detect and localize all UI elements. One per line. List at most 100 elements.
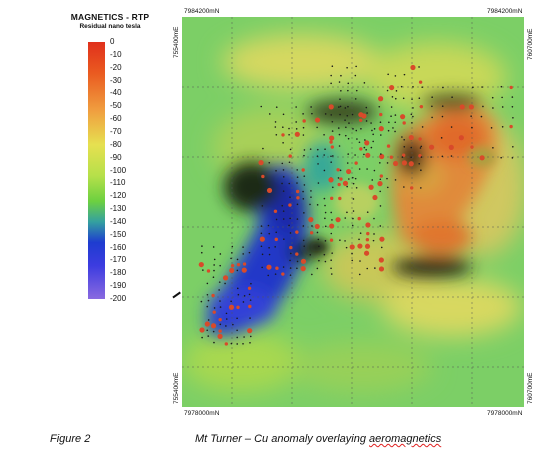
sample-point xyxy=(442,86,444,89)
sample-point xyxy=(225,325,227,327)
sample-point xyxy=(394,179,397,181)
sample-point xyxy=(354,98,357,100)
sample-point xyxy=(420,156,423,158)
sample-point xyxy=(328,177,334,183)
sample-point xyxy=(394,114,397,116)
sample-point xyxy=(228,304,235,310)
sample-point xyxy=(340,89,342,92)
sample-point xyxy=(421,86,424,88)
sample-point xyxy=(323,197,326,200)
sample-point xyxy=(274,246,276,248)
sample-point xyxy=(345,126,347,129)
sample-point xyxy=(351,224,354,227)
sample-point xyxy=(429,144,435,150)
legend-tick-label: -110 xyxy=(110,178,126,188)
sample-point xyxy=(340,74,342,77)
sample-point xyxy=(275,218,278,221)
sample-point xyxy=(281,204,284,207)
sample-point xyxy=(359,147,363,151)
sample-point xyxy=(213,264,215,266)
figure-description: Mt Turner – Cu anomaly overlaying aeroma… xyxy=(195,433,441,445)
sample-point xyxy=(230,300,232,303)
sample-point xyxy=(492,107,494,109)
sample-point xyxy=(351,252,353,255)
sample-point xyxy=(331,120,334,123)
sample-point xyxy=(323,169,326,172)
sample-point xyxy=(352,217,354,220)
sample-point xyxy=(354,177,357,180)
sample-point xyxy=(370,146,373,149)
sample-point xyxy=(289,217,291,220)
sample-point xyxy=(281,133,285,137)
sample-point xyxy=(303,184,306,186)
sample-point xyxy=(261,205,264,207)
sample-point xyxy=(330,114,333,116)
sample-point xyxy=(366,112,368,114)
sample-point xyxy=(296,169,299,171)
sample-point xyxy=(296,182,298,184)
sample-point xyxy=(303,154,305,157)
sample-point xyxy=(501,106,504,108)
sample-point xyxy=(366,231,370,236)
figure-description-underlined: aeromagnetics xyxy=(369,433,442,445)
sample-point xyxy=(355,65,357,68)
sample-point xyxy=(380,246,383,249)
sample-point xyxy=(282,190,285,192)
sample-point xyxy=(296,260,299,263)
sample-point xyxy=(213,341,215,344)
sample-point xyxy=(288,161,291,164)
sample-point xyxy=(408,134,414,141)
sample-point xyxy=(218,289,220,291)
sample-point xyxy=(412,115,414,118)
sample-point xyxy=(237,293,240,296)
map-frame[interactable] xyxy=(182,17,524,407)
sample-point xyxy=(330,232,333,235)
sample-point xyxy=(349,244,355,250)
sample-point xyxy=(402,97,405,100)
sample-point xyxy=(500,156,502,159)
sample-point xyxy=(268,246,270,249)
sample-point xyxy=(354,154,356,156)
sample-point xyxy=(206,269,211,273)
sample-point xyxy=(308,217,314,223)
sample-point xyxy=(451,96,453,99)
sample-point xyxy=(401,153,406,157)
sample-point xyxy=(418,137,422,141)
legend-tick-label: -40 xyxy=(110,88,122,98)
sample-point xyxy=(374,267,376,269)
sample-point xyxy=(345,246,348,249)
sample-point xyxy=(200,251,203,254)
sample-point xyxy=(409,186,414,190)
sample-point xyxy=(330,267,332,270)
sample-point xyxy=(275,231,278,234)
sample-point xyxy=(260,225,263,227)
sample-point xyxy=(324,217,326,220)
sample-point xyxy=(229,267,235,274)
sample-point xyxy=(470,115,472,117)
sample-point xyxy=(274,273,277,275)
sample-point xyxy=(390,106,393,108)
sample-point xyxy=(418,66,420,68)
sample-point xyxy=(410,146,413,149)
sample-point xyxy=(379,178,382,181)
sample-point xyxy=(379,162,381,164)
sample-point xyxy=(358,238,360,241)
sample-point xyxy=(236,269,239,272)
sample-point xyxy=(289,232,292,234)
sample-point xyxy=(219,323,222,326)
sample-point xyxy=(249,341,251,344)
sample-point xyxy=(412,86,414,88)
sample-point xyxy=(288,133,290,136)
sample-point xyxy=(329,223,335,229)
sample-point xyxy=(300,266,306,272)
sample-point xyxy=(230,342,233,345)
sample-point xyxy=(282,126,284,129)
margin-mark xyxy=(172,291,181,298)
sample-point xyxy=(479,155,485,161)
sample-point xyxy=(302,119,306,123)
sample-point xyxy=(282,266,285,268)
legend-tick-label: -20 xyxy=(110,62,122,72)
sample-point xyxy=(329,238,334,242)
sample-point xyxy=(512,146,514,148)
sample-point xyxy=(354,74,357,77)
